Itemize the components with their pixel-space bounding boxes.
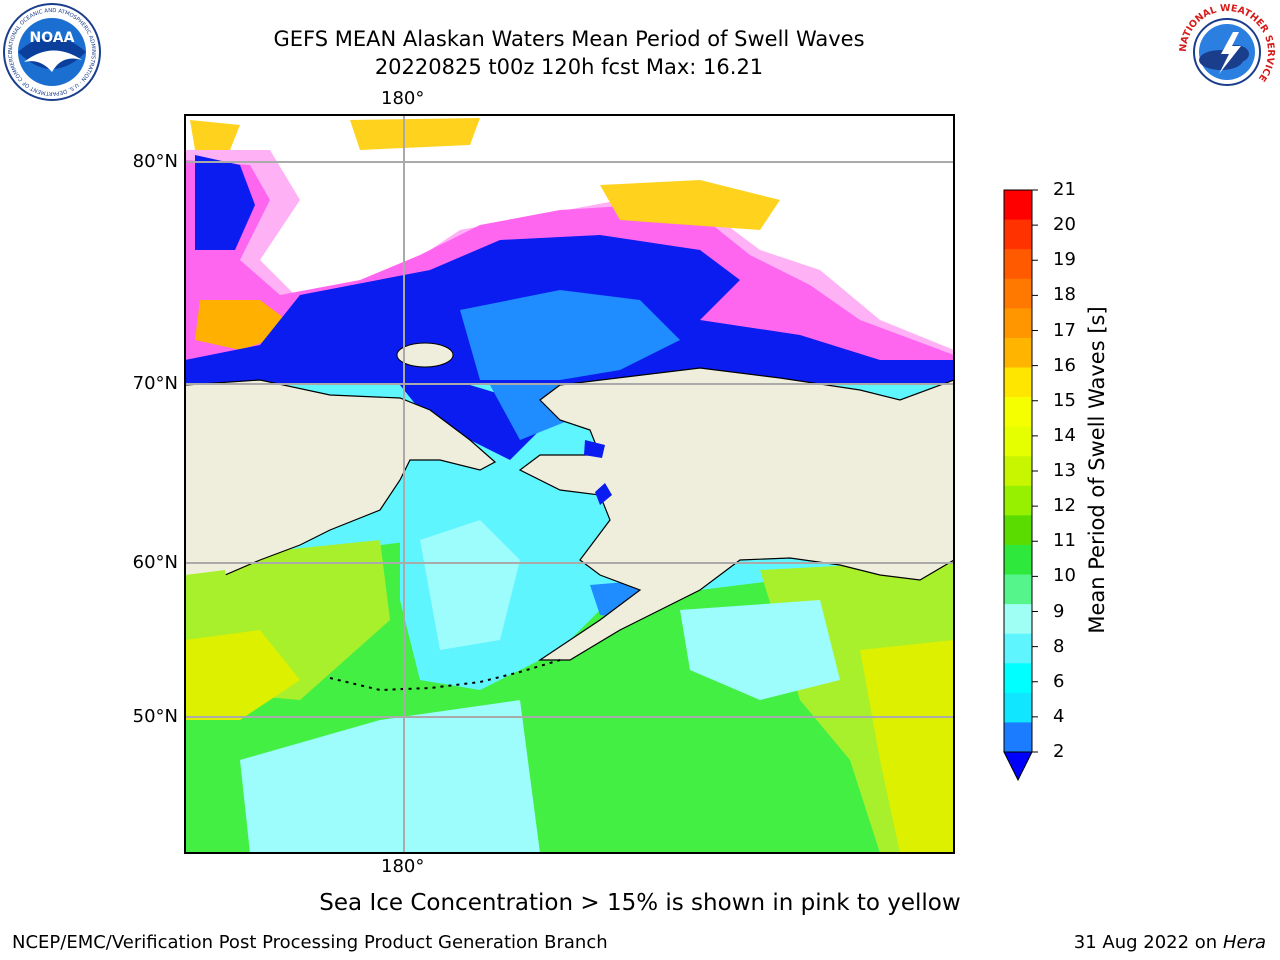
colorbar-tick-label: 12: [1053, 495, 1076, 517]
date-stamp: 31 Aug 2022 on Hera: [1074, 932, 1266, 953]
colorbar-swatch: [1004, 308, 1032, 339]
colorbar-tick-label: 6: [1053, 670, 1065, 692]
lon-label-top: 180°: [381, 88, 425, 109]
norton-sound-blue: [595, 483, 612, 505]
map-graticule: [185, 115, 954, 853]
colorbar-swatch: [1004, 219, 1032, 250]
colorbar-tick-label: 15: [1053, 389, 1076, 411]
ocean-yellow-field-west: [185, 630, 300, 720]
chart-title: GEFS MEAN Alaskan Waters Mean Period of …: [273, 27, 865, 51]
nws-logo: NATIONAL WEATHER SERVICE: [1178, 3, 1276, 100]
colorbar-swatch: [1004, 485, 1032, 516]
colorbar-tick-label: 18: [1053, 284, 1076, 306]
colorbar-swatch: [1004, 397, 1032, 428]
colorbar-tick-label: 4: [1053, 705, 1065, 727]
credit-line: NCEP/EMC/Verification Post Processing Pr…: [12, 932, 608, 953]
ocean-lightcyan-band: [240, 700, 540, 853]
colorbar: [1003, 189, 1038, 782]
colorbar-swatch: [1004, 249, 1032, 280]
ice-yellow-patch-1: [190, 120, 240, 150]
colorbar-swatch: [1004, 426, 1032, 457]
colorbar-extend-arrow: [1003, 751, 1033, 782]
chukchi-light-blue: [460, 290, 680, 380]
sea-ice-note: Sea Ice Concentration > 15% is shown in …: [319, 890, 961, 916]
colorbar-swatch: [1004, 456, 1032, 487]
noaa-logo-text: NOAA: [30, 30, 75, 46]
colorbar-tick-label: 14: [1053, 424, 1076, 446]
colorbar-tick-label: 19: [1053, 249, 1076, 271]
colorbar-swatch: [1004, 337, 1032, 368]
colorbar-swatch: [1004, 722, 1032, 753]
colorbar-swatch: [1004, 515, 1032, 546]
colorbar-swatch: [1004, 633, 1032, 664]
ocean-lightcyan-patch-gulf: [680, 600, 840, 700]
land-alaska: [518, 367, 954, 661]
colorbar-swatch: [1004, 544, 1032, 576]
host-name: Hera: [1222, 932, 1266, 953]
chart-subtitle: 20220825 t00z 120h fcst Max: 16.21: [374, 55, 764, 79]
ice-yellow-patch-3: [600, 180, 780, 230]
colorbar-swatch: [1004, 574, 1032, 605]
map-frame: [184, 114, 955, 854]
ocean-green-patch: [560, 720, 760, 853]
ocean-yellow-field-east: [860, 640, 954, 853]
bering-sea-lightcyan: [420, 520, 520, 650]
aleutian-islands: [329, 659, 561, 692]
wrangel-island: [396, 342, 454, 368]
colorbar-tick-label: 13: [1053, 460, 1076, 481]
lat-label-50n: 50°N: [132, 706, 178, 727]
colorbar-swatch: [1004, 663, 1032, 694]
kotzebue-sound-blue: [584, 440, 605, 458]
lat-label-60n: 60°N: [132, 552, 178, 573]
colorbar-tick-label: 20: [1053, 214, 1076, 236]
colorbar-tick-label: 10: [1053, 565, 1076, 587]
colorbar-tick-label: 8: [1053, 635, 1065, 657]
ice-yellow-patch-2: [350, 118, 480, 150]
colorbar-swatch: [1004, 367, 1032, 398]
colorbar-tick-label: 16: [1053, 354, 1076, 376]
colorbar-label: Mean Period of Swell Waves [s]: [1085, 306, 1109, 634]
noaa-logo: NOAA NATIONAL OCEANIC AND ATMOSPHERIC AD…: [3, 3, 101, 101]
colorbar-swatch: [1004, 190, 1032, 221]
okhotsk-strip: [185, 570, 230, 620]
lon-label-bottom: 180°: [381, 856, 425, 877]
lat-label-70n: 70°N: [132, 373, 178, 394]
colorbar-tick-label: 9: [1053, 600, 1065, 622]
colorbar-tick-label: 17: [1053, 319, 1076, 341]
arctic-open-water-west: [195, 155, 255, 250]
colorbar-tick-label: 2: [1053, 741, 1065, 762]
colorbar-tick-label: 21: [1053, 179, 1076, 200]
lat-label-80n: 80°N: [132, 151, 178, 172]
colorbar-tick-label: 11: [1053, 530, 1076, 552]
colorbar-swatch: [1004, 692, 1032, 723]
colorbar-swatch: [1004, 604, 1032, 635]
date-text: 31 Aug 2022 on: [1073, 932, 1218, 953]
colorbar-swatch: [1004, 278, 1032, 309]
